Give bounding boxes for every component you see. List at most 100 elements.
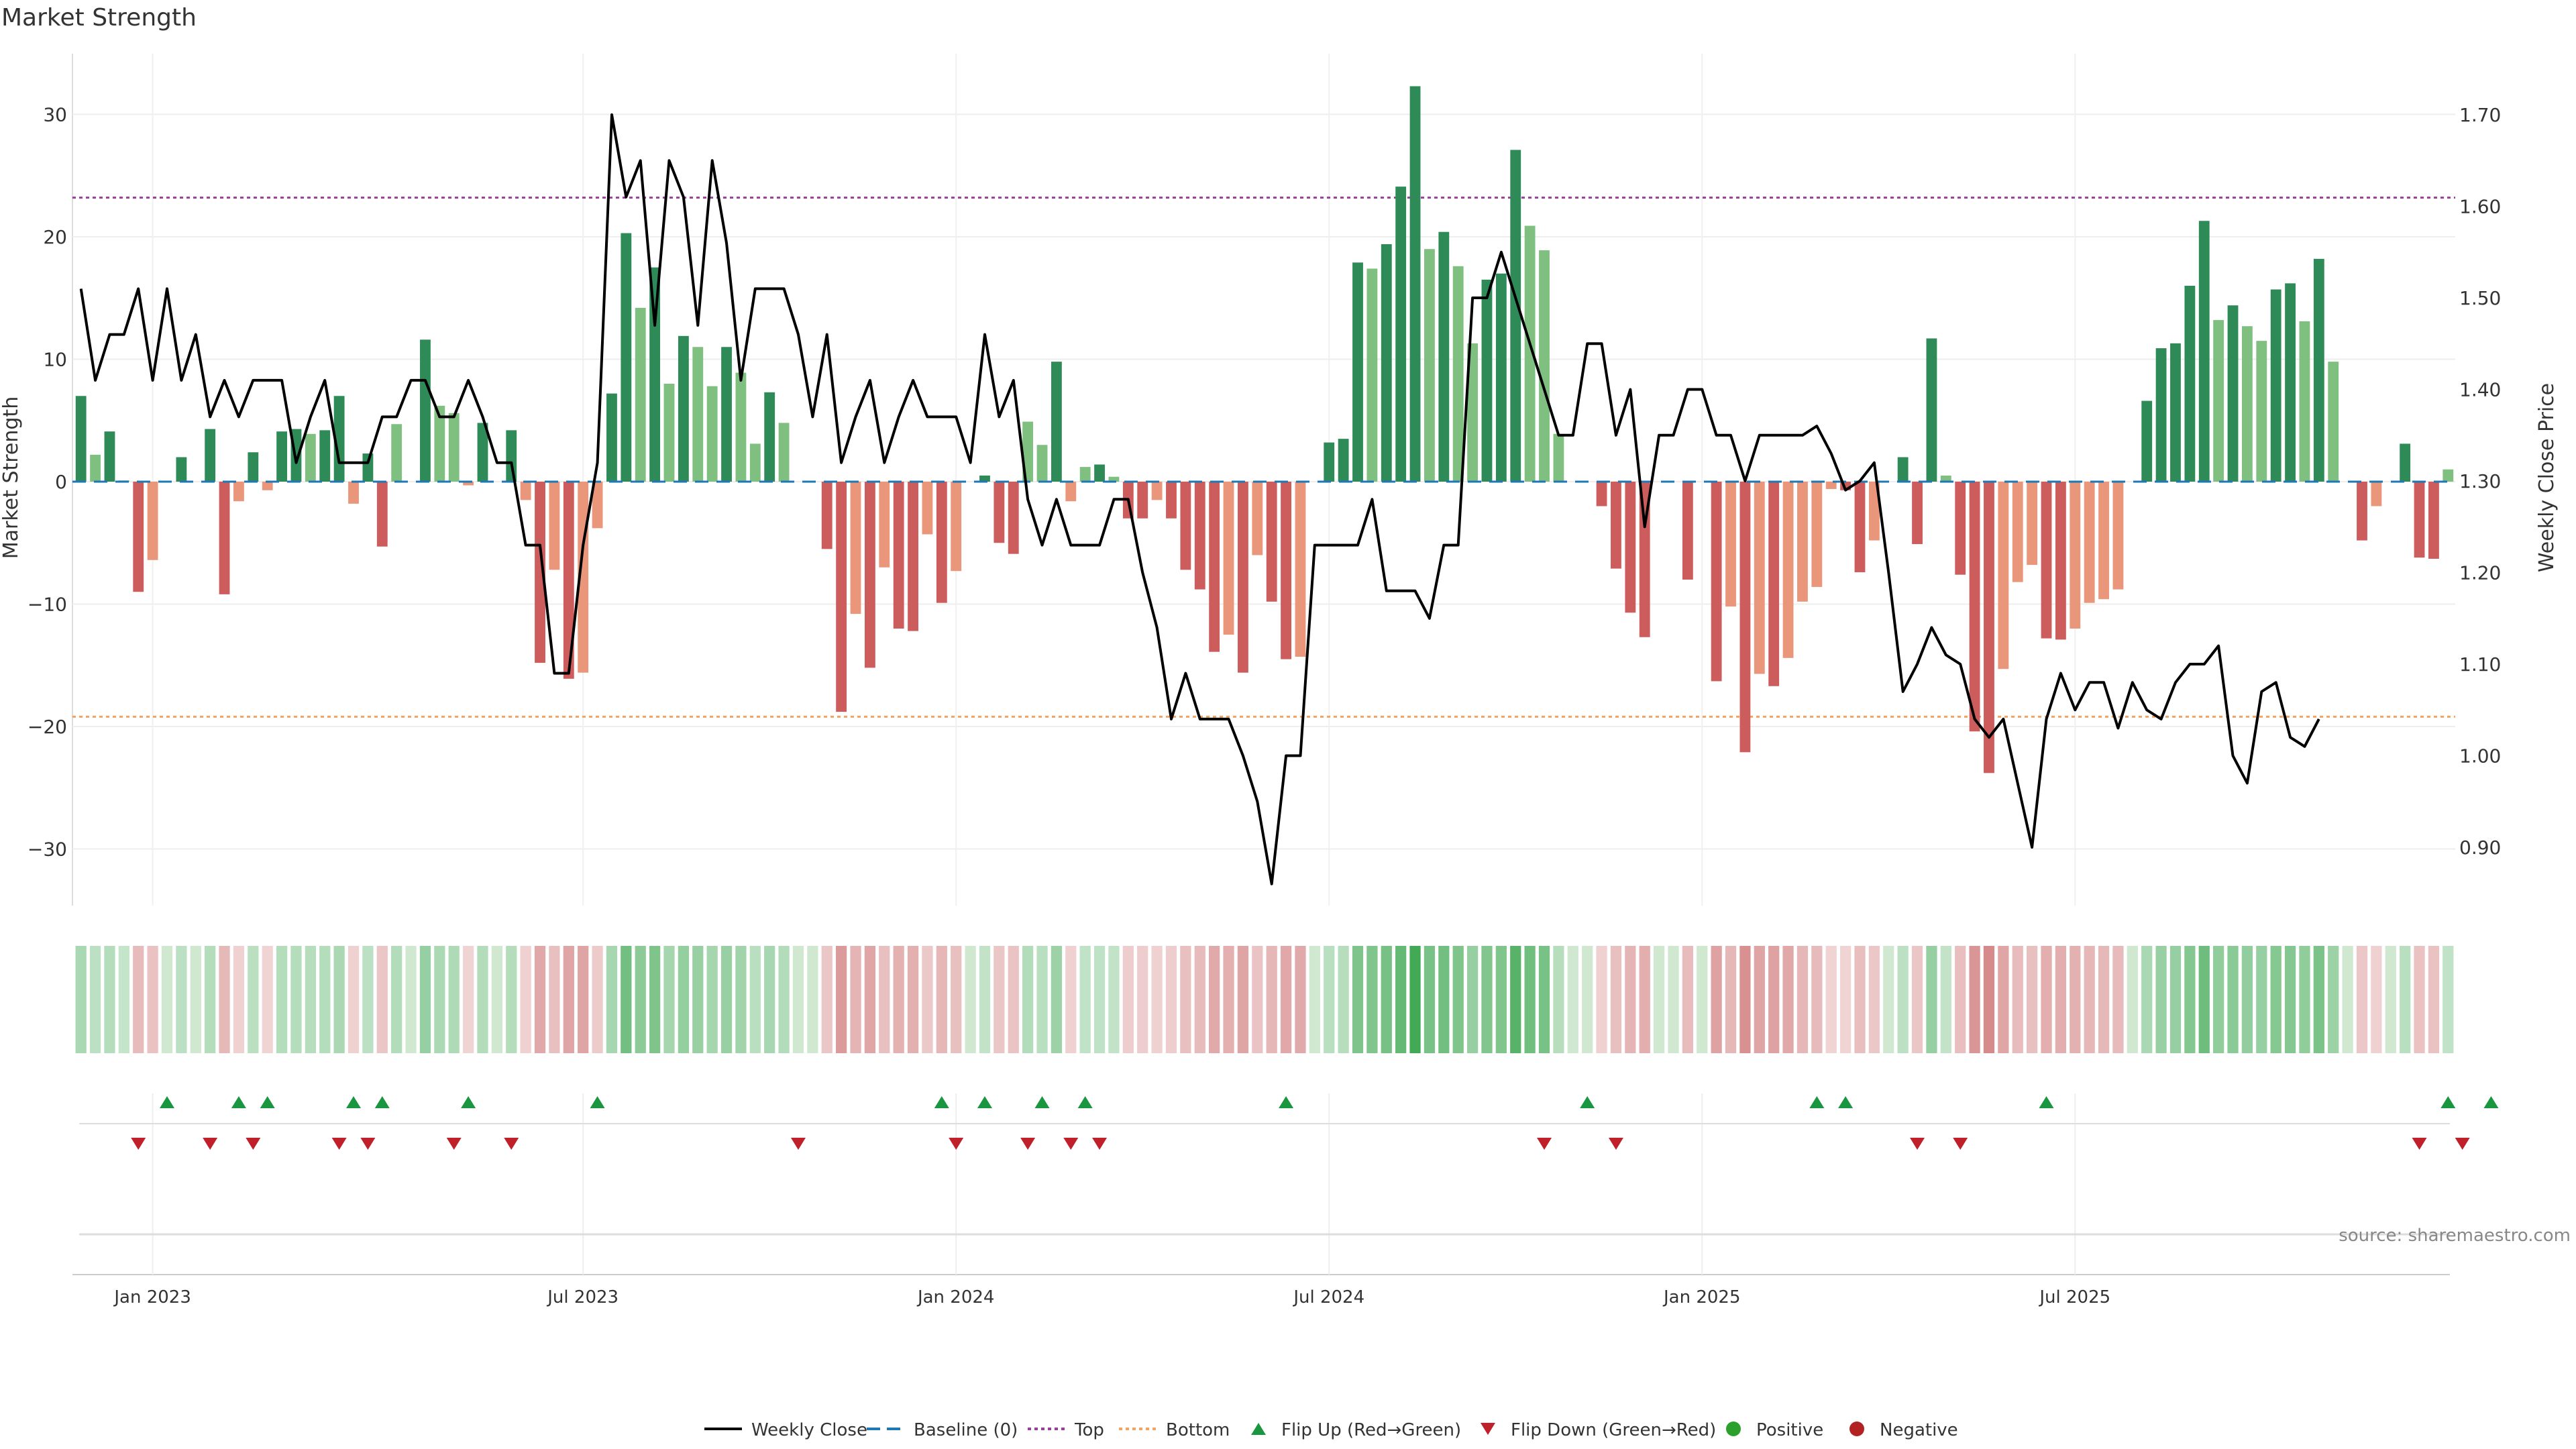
strength-strip-cell [1955, 946, 1966, 1053]
strength-strip-cell [1352, 946, 1364, 1053]
strength-bar-positive [2443, 469, 2454, 482]
x-tick-label: Jul 2024 [1292, 1287, 1364, 1307]
flip-down-marker [1953, 1138, 1968, 1150]
strength-strip-cell [1969, 946, 1980, 1053]
strength-bar-negative [1238, 482, 1248, 673]
strength-strip-cell [133, 946, 144, 1053]
flip-down-marker [2455, 1138, 2470, 1150]
strength-bar-positive [1940, 475, 1951, 482]
strength-bar-positive [749, 443, 761, 482]
strength-strip-cell [2155, 946, 2167, 1053]
y-tick-label-left: −20 [28, 716, 67, 738]
strength-bar-positive [979, 475, 990, 482]
strength-bar-positive [104, 431, 115, 482]
strength-strip-cell [419, 946, 431, 1053]
strength-strip-cell [1324, 946, 1335, 1053]
strength-strip-cell [290, 946, 302, 1053]
strength-strip-cell [2299, 946, 2310, 1053]
legend-label: Weekly Close [751, 1420, 867, 1440]
strength-strip-cell [448, 946, 460, 1053]
strength-strip-cell [405, 946, 417, 1053]
strength-strip-cell [1839, 946, 1851, 1053]
y-tick-label-right: 1.00 [2459, 745, 2501, 767]
strength-strip-cell [1266, 946, 1277, 1053]
strength-strip-cell [2313, 946, 2324, 1053]
strength-strip-cell [2371, 946, 2382, 1053]
strength-strip-cell [1811, 946, 1823, 1053]
y-tick-label-right: 1.30 [2459, 470, 2501, 492]
strength-bar-negative [864, 482, 875, 668]
strength-strip-cell [1782, 946, 1794, 1053]
strength-strip-cell [764, 946, 775, 1053]
strength-bar-negative [1854, 482, 1866, 573]
strength-bar-negative [1223, 482, 1234, 635]
strength-bar-negative [1611, 482, 1621, 569]
legend-label: Flip Down (Green→Red) [1511, 1420, 1716, 1440]
strength-strip-cell [663, 946, 675, 1053]
y-tick-label-right: 1.20 [2459, 562, 2501, 584]
strength-bar-negative [2055, 482, 2066, 640]
strength-bar-positive [678, 335, 689, 482]
strength-strip-cell [1854, 946, 1866, 1053]
strength-strip-cell [1036, 946, 1048, 1053]
strength-strip-cell [1582, 946, 1593, 1053]
strength-bar-positive [2184, 286, 2196, 482]
strength-strip-cell [506, 946, 517, 1053]
strength-bar-negative [1868, 482, 1880, 541]
strength-strip-cell [2241, 946, 2253, 1053]
strength-strip-cell [1639, 946, 1650, 1053]
strength-strip-cell [1796, 946, 1809, 1053]
flip-down-marker [1020, 1138, 1036, 1150]
y-tick-label-right: 1.60 [2459, 196, 2501, 218]
legend-label: Positive [1756, 1420, 1823, 1440]
strength-strip-cell [333, 946, 345, 1053]
flip-down-marker [790, 1138, 806, 1150]
strength-strip-cell [1409, 946, 1421, 1053]
y-axis-label-right: Weekly Close Price [2535, 383, 2559, 572]
strength-strip-cell [520, 946, 531, 1053]
strength-bar-negative [2041, 482, 2052, 639]
strength-bar-negative [1754, 482, 1765, 674]
strength-bar-negative [1682, 482, 1693, 580]
strength-bar-negative [994, 482, 1005, 543]
strength-bar-positive [1324, 442, 1335, 482]
x-tick-label: Jan 2024 [916, 1287, 995, 1307]
strength-bar-negative [1711, 482, 1722, 682]
flip-up-marker [346, 1096, 362, 1108]
strength-strip-cell [147, 946, 158, 1053]
strength-strip-cell [75, 946, 87, 1053]
strength-strip-cell [2070, 946, 2081, 1053]
strength-strip-cell [749, 946, 761, 1053]
strength-strip-cell [1093, 946, 1106, 1053]
strength-bar-negative [535, 482, 545, 663]
flip-up-marker [1034, 1096, 1050, 1108]
strength-bar-negative [936, 482, 947, 603]
strength-strip-cell [1008, 946, 1019, 1053]
strength-strip-cell [462, 946, 474, 1053]
heat-strip [75, 946, 2454, 1053]
strength-bar-negative [2027, 482, 2038, 566]
strength-strip-cell [1911, 946, 1923, 1053]
strength-strip-cell [2428, 946, 2440, 1053]
strength-bar-positive [2400, 443, 2411, 482]
strength-strip-cell [778, 946, 790, 1053]
strength-bar-negative [2428, 482, 2439, 559]
strength-strip-cell [1022, 946, 1034, 1053]
strength-strip-cell [1553, 946, 1564, 1053]
strength-strip-cell [893, 946, 904, 1053]
strength-strip-cell [1883, 946, 1894, 1053]
strength-strip-cell [1610, 946, 1622, 1053]
strength-bar-negative [1137, 482, 1148, 519]
strength-bar-negative [1825, 482, 1837, 489]
strength-bar-negative [2112, 482, 2124, 590]
strength-strip-cell [1825, 946, 1837, 1053]
flip-up-marker [2440, 1096, 2456, 1108]
strength-strip-cell [391, 946, 402, 1053]
strength-bar-positive [692, 347, 704, 482]
strength-strip-cell [1295, 946, 1306, 1053]
strength-strip-cell [922, 946, 933, 1053]
strength-bar-negative [1194, 482, 1205, 590]
strength-bar-positive [2155, 348, 2167, 482]
strength-strip-cell [2041, 946, 2052, 1053]
